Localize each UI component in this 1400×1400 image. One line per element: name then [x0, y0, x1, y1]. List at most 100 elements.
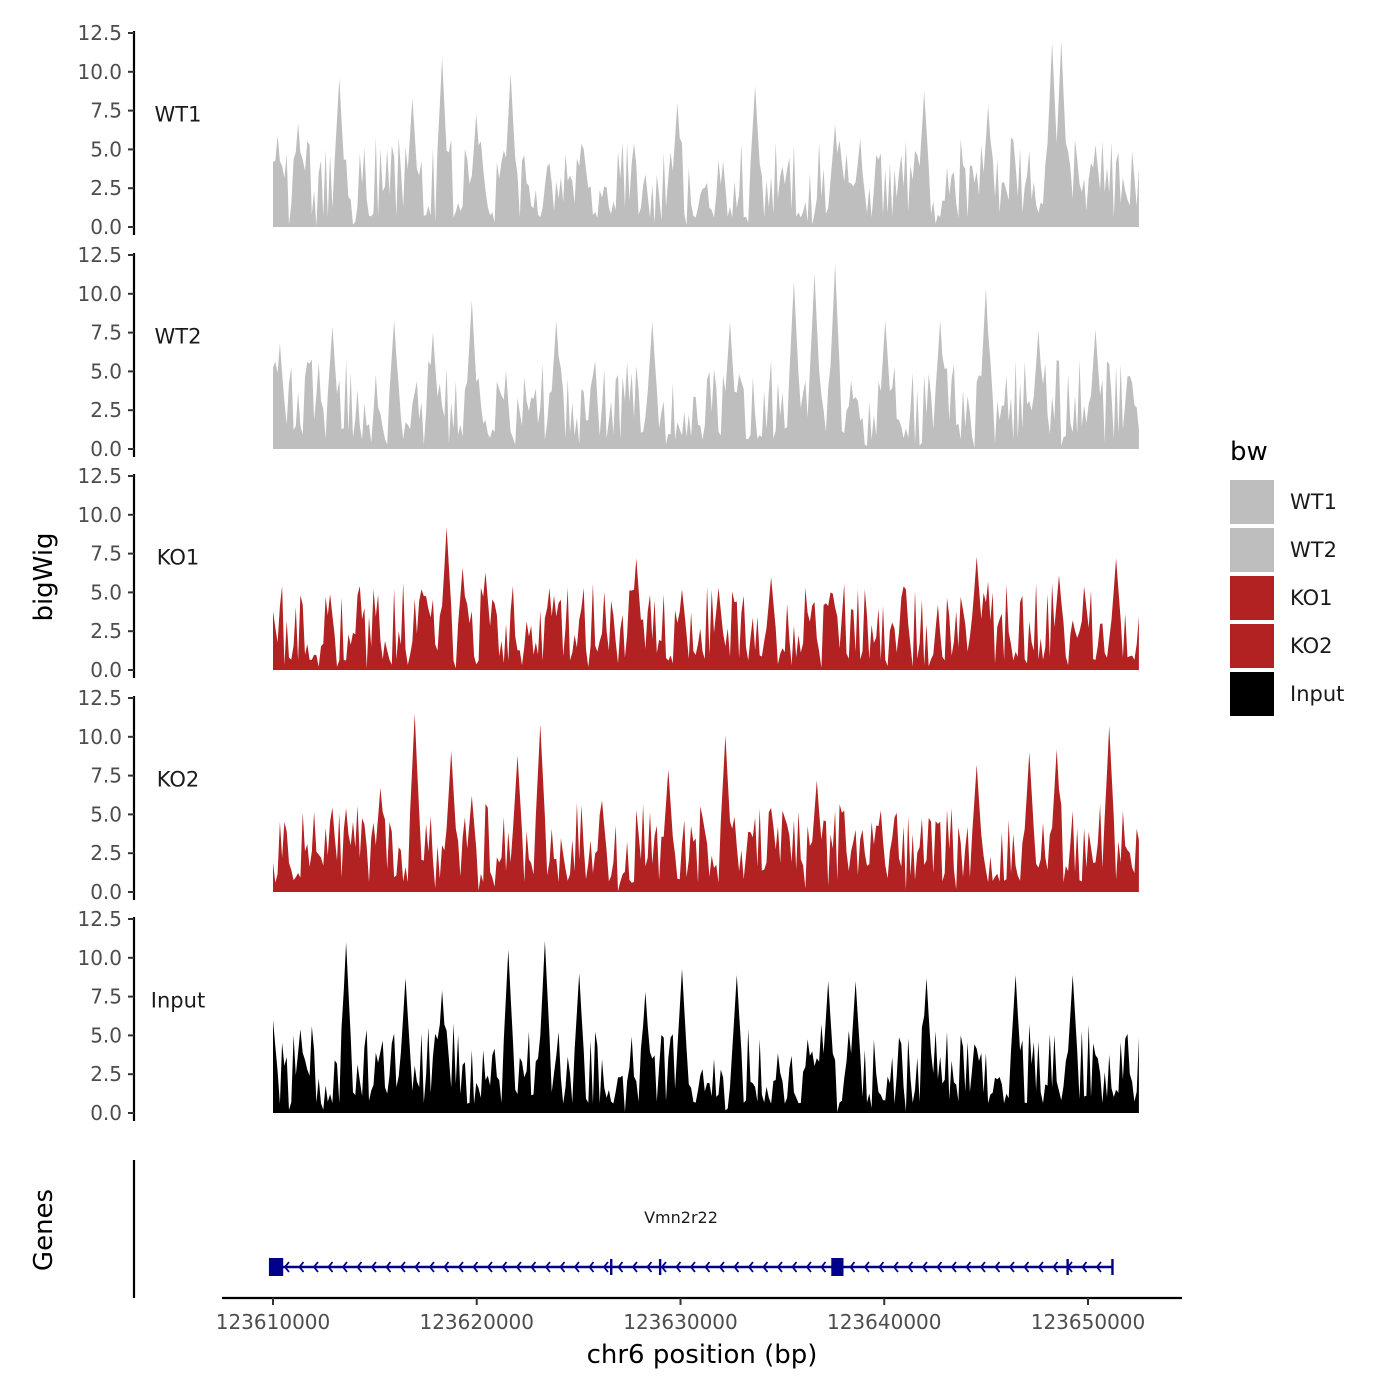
y-tick-label: 2.5 — [90, 619, 122, 643]
track-label-input: Input — [151, 988, 205, 1012]
track-label-ko1: KO1 — [157, 545, 200, 569]
strand-arrow — [573, 1261, 580, 1273]
strand-arrow — [1023, 1261, 1030, 1273]
strand-arrow — [1052, 1261, 1059, 1273]
y-tick-label: 0.0 — [90, 658, 122, 682]
strand-arrow — [965, 1261, 972, 1273]
y-tick-label: 2.5 — [90, 398, 122, 422]
strand-arrow — [602, 1261, 609, 1273]
strand-arrow — [544, 1261, 551, 1273]
y-tick-label: 7.5 — [90, 985, 122, 1009]
strand-arrow — [486, 1261, 493, 1273]
exon-block — [268, 1258, 284, 1276]
strand-arrow — [370, 1261, 377, 1273]
y-tick-label: 7.5 — [90, 99, 122, 123]
strand-arrow — [457, 1261, 464, 1273]
y-tick-label: 10.0 — [77, 60, 122, 84]
strand-arrow — [849, 1261, 856, 1273]
strand-arrow — [733, 1261, 740, 1273]
strand-arrow — [443, 1261, 450, 1273]
x-tick-label: 123650000 — [1031, 1310, 1146, 1334]
track-label-ko2: KO2 — [157, 767, 200, 791]
y-tick-label: 12.5 — [77, 21, 122, 45]
strand-arrow — [660, 1261, 667, 1273]
x-tick-label: 123630000 — [623, 1310, 738, 1334]
strand-arrow — [704, 1261, 711, 1273]
strand-arrow — [805, 1261, 812, 1273]
strand-arrow — [921, 1261, 928, 1273]
coverage-area-input — [273, 940, 1139, 1113]
y-tick-label: 0.0 — [90, 880, 122, 904]
coverage-area-ko2 — [273, 713, 1139, 892]
y-tick-label: 10.0 — [77, 503, 122, 527]
legend-swatch-input — [1230, 672, 1274, 716]
legend-swatch-wt1 — [1230, 480, 1274, 524]
strand-arrow — [863, 1261, 870, 1273]
strand-arrow — [515, 1261, 522, 1273]
y-tick-label: 5.0 — [90, 137, 122, 161]
y-tick-label: 10.0 — [77, 725, 122, 749]
strand-arrow — [356, 1261, 363, 1273]
strand-arrow — [907, 1261, 914, 1273]
y-tick-label: 2.5 — [90, 1062, 122, 1086]
gene-name-label: Vmn2r22 — [644, 1208, 718, 1227]
y-tick-label: 10.0 — [77, 282, 122, 306]
legend-swatch-ko1 — [1230, 576, 1274, 620]
y-tick-label: 7.5 — [90, 321, 122, 345]
strand-arrow — [385, 1261, 392, 1273]
y-tick-label: 2.5 — [90, 841, 122, 865]
strand-arrow — [936, 1261, 943, 1273]
strand-arrow — [675, 1261, 682, 1273]
y-tick-label: 5.0 — [90, 580, 122, 604]
strand-arrow — [312, 1261, 319, 1273]
y-tick-label: 2.5 — [90, 176, 122, 200]
strand-arrow — [892, 1261, 899, 1273]
strand-arrow — [327, 1261, 334, 1273]
strand-arrow — [1081, 1261, 1088, 1273]
y-tick-label: 5.0 — [90, 802, 122, 826]
strand-arrow — [501, 1261, 508, 1273]
strand-arrow — [994, 1261, 1001, 1273]
y-tick-label: 0.0 — [90, 437, 122, 461]
legend-label-ko1: KO1 — [1290, 586, 1333, 610]
legend-swatch-ko2 — [1230, 624, 1274, 668]
strand-arrow — [588, 1261, 595, 1273]
strand-arrow — [950, 1261, 957, 1273]
legend-label-wt1: WT1 — [1290, 490, 1337, 514]
legend-label-wt2: WT2 — [1290, 538, 1337, 562]
track-wt2: 0.0 2.5 5.0 7.5 10.0 12.5 WT2 — [77, 243, 1139, 461]
legend-label-ko2: KO2 — [1290, 634, 1333, 658]
y-axis-title: bigWig — [29, 532, 59, 621]
strand-arrow — [1037, 1261, 1044, 1273]
strand-arrow — [631, 1261, 638, 1273]
legend-label-input: Input — [1290, 682, 1344, 706]
strand-arrow — [791, 1261, 798, 1273]
strand-arrow — [747, 1261, 754, 1273]
y-tick-label: 7.5 — [90, 764, 122, 788]
strand-arrow — [646, 1261, 653, 1273]
y-tick-label: 7.5 — [90, 542, 122, 566]
track-wt1: 0.0 2.5 5.0 7.5 10.0 12.5 WT1 — [77, 21, 1139, 239]
strand-arrow — [1008, 1261, 1015, 1273]
coverage-area-ko1 — [273, 527, 1139, 670]
strand-arrow — [762, 1261, 769, 1273]
legend-title: bw — [1230, 437, 1268, 467]
track-input: 0.0 2.5 5.0 7.5 10.0 12.5 Input — [77, 907, 1139, 1125]
exon-block — [831, 1258, 844, 1276]
strand-arrow — [1095, 1261, 1102, 1273]
y-tick-label: 5.0 — [90, 359, 122, 383]
strand-arrow — [399, 1261, 406, 1273]
strand-arrow — [298, 1261, 305, 1273]
track-ko2: 0.0 2.5 5.0 7.5 10.0 12.5 KO2 — [77, 686, 1139, 904]
strand-arrow — [283, 1261, 290, 1273]
x-tick-label: 123610000 — [216, 1310, 331, 1334]
strand-arrow — [559, 1261, 566, 1273]
y-tick-label: 12.5 — [77, 686, 122, 710]
strand-arrow — [617, 1261, 624, 1273]
x-tick-label: 123640000 — [827, 1310, 942, 1334]
y-tick-label: 5.0 — [90, 1023, 122, 1047]
strand-arrow — [878, 1261, 885, 1273]
strand-arrow — [718, 1261, 725, 1273]
gene-track-title: Genes — [29, 1189, 59, 1271]
y-tick-label: 0.0 — [90, 1101, 122, 1125]
